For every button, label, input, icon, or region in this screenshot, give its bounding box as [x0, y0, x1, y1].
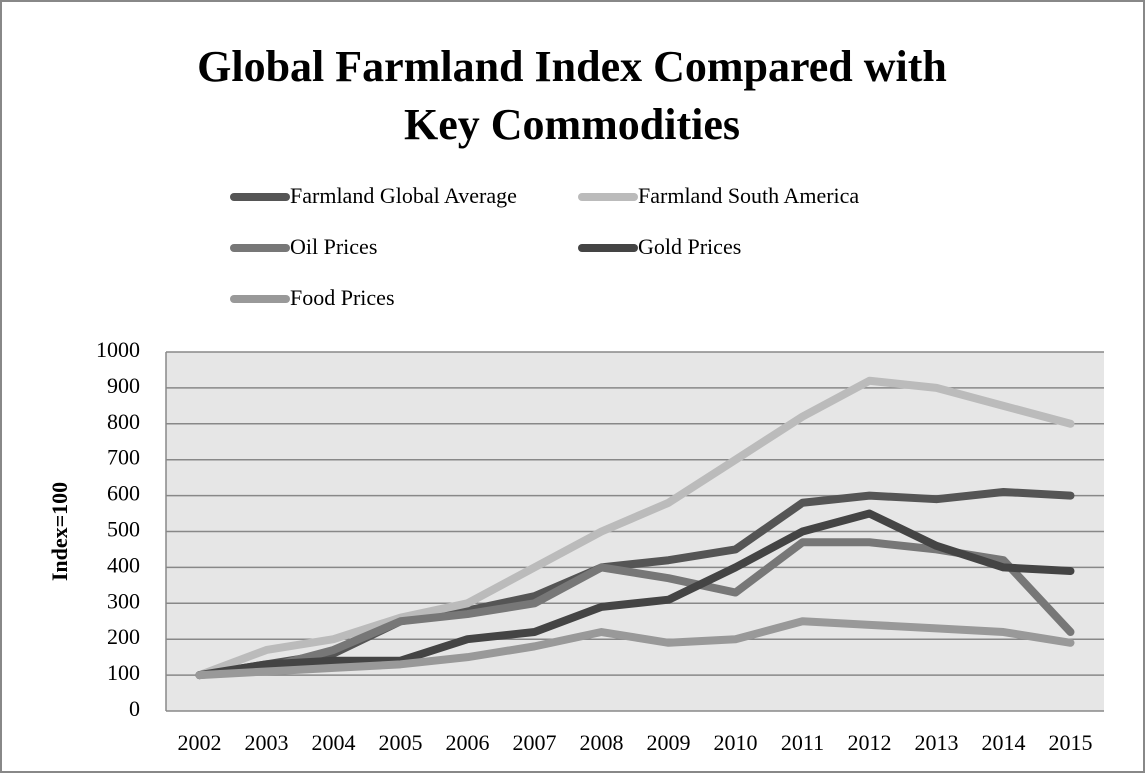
- x-tick-label: 2010: [714, 730, 758, 755]
- x-tick-label: 2002: [178, 730, 222, 755]
- y-tick-label: 100: [107, 660, 140, 685]
- x-tick-label: 2009: [647, 730, 691, 755]
- y-tick-label: 700: [107, 445, 140, 470]
- legend-label: Oil Prices: [290, 234, 377, 259]
- x-tick-label: 2015: [1049, 730, 1093, 755]
- x-tick-label: 2004: [312, 730, 356, 755]
- x-tick-label: 2007: [513, 730, 557, 755]
- legend-label: Farmland South America: [638, 183, 859, 208]
- y-tick-label: 200: [107, 624, 140, 649]
- y-tick-label: 1000: [96, 337, 140, 362]
- legend-label: Gold Prices: [638, 234, 741, 259]
- x-tick-label: 2013: [915, 730, 959, 755]
- legend-label: Food Prices: [290, 285, 395, 310]
- x-tick-label: 2008: [580, 730, 624, 755]
- series-line: [195, 617, 1075, 680]
- y-tick-label: 900: [107, 373, 140, 398]
- x-tick-label: 2003: [245, 730, 289, 755]
- y-tick-label: 500: [107, 517, 140, 542]
- x-tick-label: 2011: [781, 730, 824, 755]
- y-tick-label: 400: [107, 552, 140, 577]
- series-line: [195, 509, 1075, 680]
- x-tick-label: 2012: [848, 730, 892, 755]
- series-line: [195, 538, 1075, 680]
- y-tick-label: 800: [107, 409, 140, 434]
- x-tick-label: 2014: [982, 730, 1026, 755]
- x-tick-label: 2006: [446, 730, 490, 755]
- y-tick-label: 300: [107, 588, 140, 613]
- x-tick-label: 2005: [379, 730, 423, 755]
- y-axis-label: Index=100: [47, 482, 72, 581]
- chart-title: Global Farmland Index Compared with Key …: [197, 42, 947, 149]
- legend-label: Farmland Global Average: [290, 183, 517, 208]
- series-line: [195, 376, 1075, 680]
- y-tick-label: 600: [107, 481, 140, 506]
- y-tick-label: 0: [129, 696, 140, 721]
